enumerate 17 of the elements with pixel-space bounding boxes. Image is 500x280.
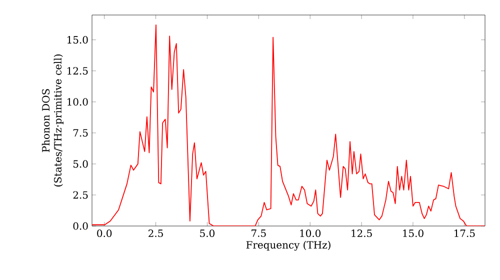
y-tick-label: 10.0 [68, 98, 88, 106]
y-tick-label: 15.0 [68, 36, 88, 44]
x-axis-title: Frequency (THz) [246, 240, 330, 251]
x-tick-label: 12.5 [352, 230, 372, 238]
y-axis-title: Phonon DOS (States/THz·primitive cell) [42, 54, 64, 186]
x-tick-label: 17.5 [454, 230, 475, 238]
x-tick-label: 2.5 [148, 230, 163, 238]
y-tick-label: 7.5 [73, 129, 88, 137]
y-tick-label: 12.5 [68, 67, 88, 75]
x-tick-label: 0.0 [97, 230, 112, 238]
x-tick-label: 5.0 [200, 230, 214, 238]
x-tick-label: 15.0 [403, 230, 424, 238]
y-tick-label: 5.0 [73, 160, 88, 168]
x-tick-label: 7.5 [252, 230, 266, 237]
x-tick-label: 10.0 [300, 230, 321, 238]
y-tick-label: 2.5 [73, 191, 88, 199]
y-tick-label: 0.0 [73, 222, 88, 230]
